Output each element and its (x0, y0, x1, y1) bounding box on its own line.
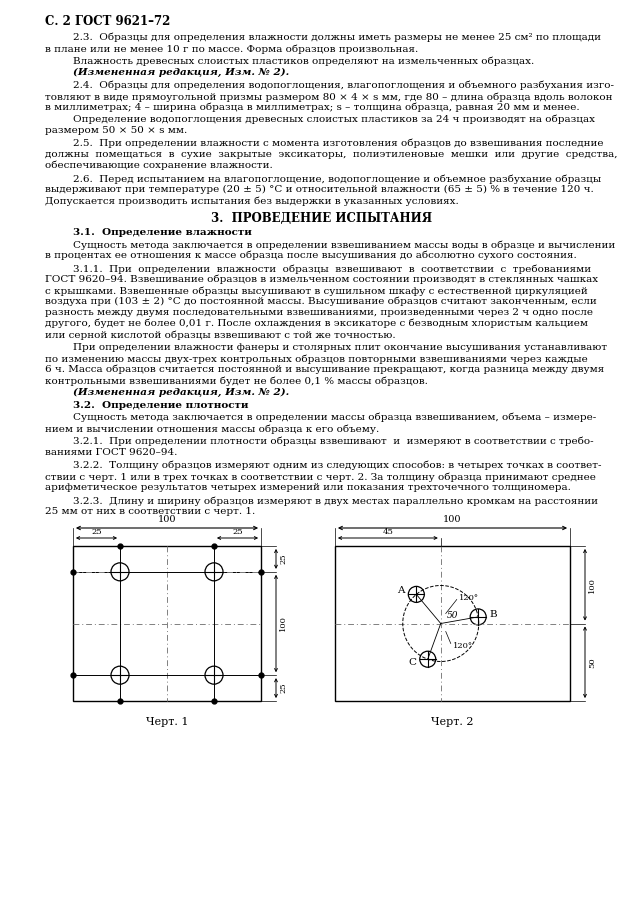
Text: 25: 25 (279, 683, 287, 693)
Text: C: C (409, 657, 417, 667)
Text: 2.5.  При определении влажности с момента изготовления образцов до взвешивания п: 2.5. При определении влажности с момента… (73, 139, 603, 149)
Text: С. 2 ГОСТ 9621–72: С. 2 ГОСТ 9621–72 (45, 15, 170, 28)
Text: 100: 100 (588, 577, 596, 592)
Text: ствии с черт. 1 или в трех точках в соответствии с черт. 2. За толщину образца п: ствии с черт. 1 или в трех точках в соот… (45, 472, 596, 481)
Text: с крышками. Взвешенные образцы высушивают в сушильном шкафу с естественной цирку: с крышками. Взвешенные образцы высушиваю… (45, 286, 588, 295)
Text: Сущность метода заключается в определении взвешиванием массы воды в образце и вы: Сущность метода заключается в определени… (73, 240, 615, 249)
Text: обеспечивающие сохранение влажности.: обеспечивающие сохранение влажности. (45, 161, 273, 171)
Text: в процентах ее отношения к массе образца после высушивания до абсолютно сухого с: в процентах ее отношения к массе образца… (45, 251, 577, 260)
Text: 120°: 120° (453, 642, 473, 649)
Text: другого, будет не более 0,01 г. После охлаждения в эксикаторе с безводным хлорис: другого, будет не более 0,01 г. После ох… (45, 319, 588, 328)
Text: 3.1.1.  При  определении  влажности  образцы  взвешивают  в  соответствии  с  тр: 3.1.1. При определении влажности образцы… (73, 264, 591, 273)
Text: 25: 25 (279, 554, 287, 564)
Text: 100: 100 (279, 615, 287, 632)
Text: по изменению массы двух-трех контрольных образцов повторными взвешиваниями через: по изменению массы двух-трех контрольных… (45, 354, 588, 363)
Text: воздуха при (103 ± 2) °С до постоянной массы. Высушивание образцов считают закон: воздуха при (103 ± 2) °С до постоянной м… (45, 297, 597, 306)
Text: выдерживают при температуре (20 ± 5) °С и относительной влажности (65 ± 5) % в т: выдерживают при температуре (20 ± 5) °С … (45, 185, 594, 194)
Text: 3.2.1.  При определении плотности образцы взвешивают  и  измеряют в соответствии: 3.2.1. При определении плотности образцы… (73, 437, 594, 447)
Text: 50: 50 (588, 657, 596, 668)
Text: A: A (397, 586, 404, 595)
Text: B: B (489, 611, 497, 619)
Text: 25: 25 (232, 528, 243, 536)
Text: При определении влажности фанеры и столярных плит окончание высушивания устанавл: При определении влажности фанеры и столя… (73, 343, 607, 352)
Text: 120°: 120° (459, 594, 479, 602)
Text: Определение водопоглощения древесных слоистых пластиков за 24 ч производят на об: Определение водопоглощения древесных сло… (73, 115, 595, 125)
Text: товляют в виде прямоугольной призмы размером 80 × 4 × s мм, где 80 – длина образ: товляют в виде прямоугольной призмы разм… (45, 92, 613, 102)
Text: размером 50 × 50 × s мм.: размером 50 × 50 × s мм. (45, 126, 187, 135)
Text: Черт. 2: Черт. 2 (431, 717, 473, 727)
Text: Допускается производить испытания без выдержки в указанных условиях.: Допускается производить испытания без вы… (45, 196, 459, 205)
Text: 25: 25 (91, 528, 102, 536)
Text: (Измененная редакция, Изм. № 2).: (Измененная редакция, Изм. № 2). (73, 388, 289, 397)
Text: 2.6.  Перед испытанием на влагопоглощение, водопоглощение и объемное разбухание : 2.6. Перед испытанием на влагопоглощение… (73, 174, 601, 183)
Text: контрольными взвешиваниями будет не более 0,1 % массы образцов.: контрольными взвешиваниями будет не боле… (45, 376, 428, 385)
Text: Черт. 1: Черт. 1 (146, 717, 188, 727)
Text: нием и вычислении отношения массы образца к его объему.: нием и вычислении отношения массы образц… (45, 424, 379, 434)
Text: 45: 45 (382, 528, 393, 536)
Text: должны  помещаться  в  сухие  закрытые  эксикаторы,  полиэтиленовые  мешки  или : должны помещаться в сухие закрытые эксик… (45, 150, 618, 159)
Text: 6 ч. Масса образцов считается постоянной и высушивание прекращают, когда разница: 6 ч. Масса образцов считается постоянной… (45, 365, 605, 374)
Text: 50: 50 (447, 611, 458, 620)
Text: в плане или не менее 10 г по массе. Форма образцов произвольная.: в плане или не менее 10 г по массе. Форм… (45, 44, 418, 53)
Text: 3.2.2.  Толщину образцов измеряют одним из следующих способов: в четырех точках : 3.2.2. Толщину образцов измеряют одним и… (73, 461, 601, 470)
Text: 25 мм от них в соответствии с черт. 1.: 25 мм от них в соответствии с черт. 1. (45, 507, 255, 516)
Text: (Измененная редакция, Изм. № 2).: (Измененная редакция, Изм. № 2). (73, 68, 289, 77)
Text: 3.  ПРОВЕДЕНИЕ ИСПЫТАНИЯ: 3. ПРОВЕДЕНИЕ ИСПЫТАНИЯ (211, 212, 432, 225)
Text: Влажность древесных слоистых пластиков определяют на измельченных образцах.: Влажность древесных слоистых пластиков о… (73, 56, 534, 65)
Text: ваниями ГОСТ 9620–94.: ваниями ГОСТ 9620–94. (45, 448, 177, 457)
Text: 3.1.  Определение влажности: 3.1. Определение влажности (73, 228, 252, 237)
Text: Сущность метода заключается в определении массы образца взвешиванием, объема – и: Сущность метода заключается в определени… (73, 413, 596, 423)
Text: 100: 100 (158, 515, 176, 524)
Text: 100: 100 (443, 515, 461, 524)
Text: 2.3.  Образцы для определения влажности должны иметь размеры не менее 25 см² по : 2.3. Образцы для определения влажности д… (73, 33, 601, 42)
Text: разность между двумя последовательными взвешиваниями, произведенными через 2 ч о: разность между двумя последовательными в… (45, 308, 593, 317)
Text: в миллиметрах; 4 – ширина образца в миллиметрах; s – толщина образца, равная 20 : в миллиметрах; 4 – ширина образца в милл… (45, 103, 580, 113)
Text: 3.2.  Определение плотности: 3.2. Определение плотности (73, 401, 249, 410)
Text: 3.2.3.  Длину и ширину образцов измеряют в двух местах параллельно кромкам на ра: 3.2.3. Длину и ширину образцов измеряют … (73, 496, 598, 505)
Text: или серной кислотой образцы взвешивают с той же точностью.: или серной кислотой образцы взвешивают с… (45, 330, 396, 339)
Text: арифметическое результатов четырех измерений или показания трехточечного толщино: арифметическое результатов четырех измер… (45, 483, 571, 492)
Text: 2.4.  Образцы для определения водопоглощения, влагопоглощения и объемного разбух: 2.4. Образцы для определения водопоглоще… (73, 81, 614, 91)
Text: ГОСТ 9620–94. Взвешивание образцов в измельченном состоянии производят в стеклян: ГОСТ 9620–94. Взвешивание образцов в изм… (45, 275, 598, 284)
